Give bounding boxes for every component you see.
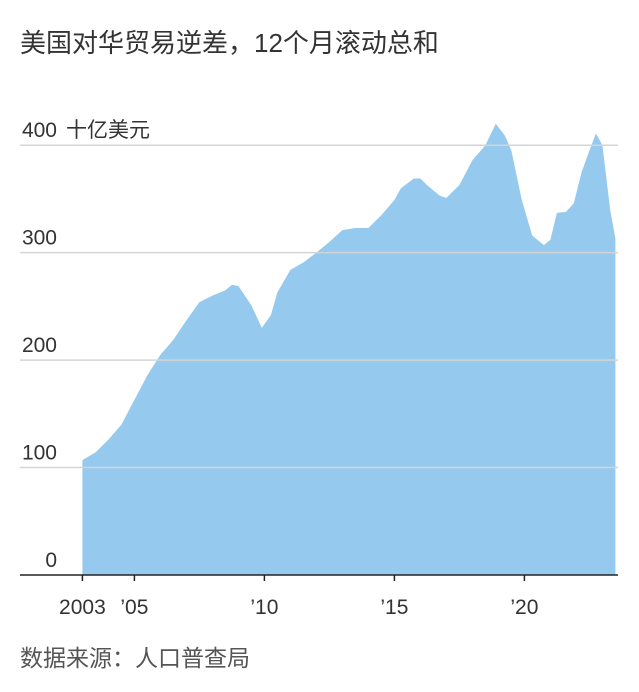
x-tick-label: ’20 [510, 596, 538, 619]
y-tick-label: 300 [22, 227, 57, 250]
x-tick-label: 2003 [59, 596, 106, 619]
chart-title: 美国对华贸易逆差，12个月滚动总和 [20, 28, 439, 58]
x-tick-label: ’05 [120, 596, 148, 619]
x-tick-label: ’15 [380, 596, 408, 619]
y-tick-label: 400 [22, 119, 57, 142]
area [82, 123, 616, 575]
y-unit: 十亿美元 [66, 119, 150, 142]
y-tick-label: 200 [22, 334, 57, 357]
y-tick-label: 0 [45, 549, 57, 572]
x-tick-label: ’10 [250, 596, 278, 619]
y-tick-label: 100 [22, 442, 57, 465]
source: 数据来源：人口普查局 [20, 645, 250, 671]
